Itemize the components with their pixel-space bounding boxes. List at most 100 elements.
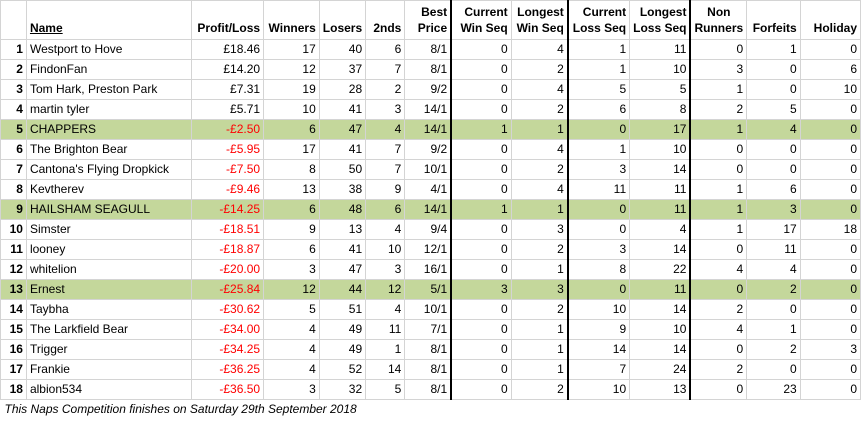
table-row: 13 Ernest -£25.84 12 44 12 5/1 3 3 0 11 0 2 0 bbox=[0, 279, 861, 300]
best-price-cell: 14/1 bbox=[404, 99, 452, 120]
seconds-cell: 5 bbox=[365, 379, 406, 400]
header-current-loss: Current bbox=[567, 0, 631, 20]
longest-loss-seq-cell: 22 bbox=[629, 259, 692, 280]
longest-win-seq-cell: 1 bbox=[510, 199, 569, 220]
longest-loss-seq-cell: 17 bbox=[629, 119, 692, 140]
header-seconds: 2nds bbox=[365, 20, 406, 40]
current-win-seq-cell: 0 bbox=[450, 319, 512, 340]
seconds-cell: 9 bbox=[365, 179, 406, 200]
non-runners-cell: 0 bbox=[689, 339, 748, 360]
losers-cell: 47 bbox=[318, 259, 367, 280]
header-losers-top bbox=[318, 0, 367, 20]
winners-cell: 9 bbox=[263, 219, 320, 240]
losers-cell: 32 bbox=[318, 379, 367, 400]
longest-win-seq-cell: 4 bbox=[510, 39, 569, 60]
current-win-seq-cell: 1 bbox=[450, 199, 512, 220]
forfeits-cell: 4 bbox=[746, 119, 801, 140]
losers-cell: 49 bbox=[318, 339, 367, 360]
rank-cell: 8 bbox=[0, 179, 27, 200]
header-row-top: Best Current Longest Current Longest Non bbox=[0, 0, 861, 20]
profit-cell: -£18.87 bbox=[190, 239, 265, 260]
current-win-seq-cell: 0 bbox=[450, 239, 512, 260]
best-price-cell: 14/1 bbox=[404, 199, 452, 220]
name-cell: Cantona's Flying Dropkick bbox=[25, 159, 192, 180]
forfeits-cell: 5 bbox=[746, 99, 801, 120]
losers-cell: 41 bbox=[318, 99, 367, 120]
header-loss-seq: Loss Seq bbox=[567, 20, 631, 40]
rank-cell: 11 bbox=[0, 239, 27, 260]
holiday-cell: 0 bbox=[799, 139, 861, 160]
header-seconds-top bbox=[365, 0, 406, 20]
current-win-seq-cell: 0 bbox=[450, 259, 512, 280]
seconds-cell: 4 bbox=[365, 119, 406, 140]
name-cell: Ernest bbox=[25, 279, 192, 300]
seconds-cell: 11 bbox=[365, 319, 406, 340]
longest-win-seq-cell: 1 bbox=[510, 359, 569, 380]
holiday-cell: 0 bbox=[799, 379, 861, 400]
current-loss-seq-cell: 0 bbox=[567, 199, 631, 220]
table-row: 10 Simster -£18.51 9 13 4 9/4 0 3 0 4 1 17 18 bbox=[0, 219, 861, 240]
rank-cell: 17 bbox=[0, 359, 27, 380]
longest-loss-seq-cell: 14 bbox=[629, 239, 692, 260]
seconds-cell: 2 bbox=[365, 79, 406, 100]
rank-cell: 5 bbox=[0, 119, 27, 140]
header-win-seq: Win Seq bbox=[450, 20, 512, 40]
forfeits-cell: 0 bbox=[746, 59, 801, 80]
forfeits-cell: 3 bbox=[746, 199, 801, 220]
header-holiday: Holiday bbox=[799, 20, 861, 40]
table-row: 14 Taybha -£30.62 5 51 4 10/1 0 2 10 14 2 0 0 bbox=[0, 299, 861, 320]
winners-cell: 6 bbox=[263, 119, 320, 140]
winners-cell: 17 bbox=[263, 39, 320, 60]
longest-win-seq-cell: 2 bbox=[510, 239, 569, 260]
longest-loss-seq-cell: 5 bbox=[629, 79, 692, 100]
seconds-cell: 6 bbox=[365, 199, 406, 220]
forfeits-cell: 0 bbox=[746, 299, 801, 320]
rank-cell: 6 bbox=[0, 139, 27, 160]
longest-loss-seq-cell: 24 bbox=[629, 359, 692, 380]
losers-cell: 50 bbox=[318, 159, 367, 180]
holiday-cell: 0 bbox=[799, 119, 861, 140]
header-price: Price bbox=[404, 20, 452, 40]
holiday-cell: 6 bbox=[799, 59, 861, 80]
profit-cell: £7.31 bbox=[190, 79, 265, 100]
non-runners-cell: 1 bbox=[689, 219, 748, 240]
current-loss-seq-cell: 3 bbox=[567, 159, 631, 180]
current-win-seq-cell: 0 bbox=[450, 219, 512, 240]
current-loss-seq-cell: 1 bbox=[567, 59, 631, 80]
profit-cell: -£18.51 bbox=[190, 219, 265, 240]
non-runners-cell: 0 bbox=[689, 239, 748, 260]
longest-win-seq-cell: 2 bbox=[510, 299, 569, 320]
longest-win-seq-cell: 1 bbox=[510, 339, 569, 360]
name-cell: FindonFan bbox=[25, 59, 192, 80]
table-row: 18 albion534 -£36.50 3 32 5 8/1 0 2 10 13 0 23 0 bbox=[0, 379, 861, 400]
current-win-seq-cell: 0 bbox=[450, 299, 512, 320]
non-runners-cell: 1 bbox=[689, 199, 748, 220]
best-price-cell: 4/1 bbox=[404, 179, 452, 200]
losers-cell: 49 bbox=[318, 319, 367, 340]
name-cell: Trigger bbox=[25, 339, 192, 360]
forfeits-cell: 4 bbox=[746, 259, 801, 280]
longest-loss-seq-cell: 4 bbox=[629, 219, 692, 240]
seconds-cell: 3 bbox=[365, 259, 406, 280]
profit-cell: -£7.50 bbox=[190, 159, 265, 180]
best-price-cell: 8/1 bbox=[404, 59, 452, 80]
current-loss-seq-cell: 1 bbox=[567, 39, 631, 60]
profit-cell: -£36.25 bbox=[190, 359, 265, 380]
profit-cell: -£36.50 bbox=[190, 379, 265, 400]
winners-cell: 4 bbox=[263, 319, 320, 340]
name-cell: looney bbox=[25, 239, 192, 260]
forfeits-cell: 1 bbox=[746, 39, 801, 60]
best-price-cell: 8/1 bbox=[404, 379, 452, 400]
non-runners-cell: 0 bbox=[689, 39, 748, 60]
table-row: 9 HAILSHAM SEAGULL -£14.25 6 48 6 14/1 1 1 0 11 1 3 0 bbox=[0, 199, 861, 220]
losers-cell: 38 bbox=[318, 179, 367, 200]
winners-cell: 17 bbox=[263, 139, 320, 160]
longest-loss-seq-cell: 14 bbox=[629, 339, 692, 360]
seconds-cell: 6 bbox=[365, 39, 406, 60]
best-price-cell: 7/1 bbox=[404, 319, 452, 340]
longest-win-seq-cell: 4 bbox=[510, 179, 569, 200]
current-loss-seq-cell: 0 bbox=[567, 119, 631, 140]
table-row: 5 CHAPPERS -£2.50 6 47 4 14/1 1 1 0 17 1 4 0 bbox=[0, 119, 861, 140]
profit-cell: £14.20 bbox=[190, 59, 265, 80]
